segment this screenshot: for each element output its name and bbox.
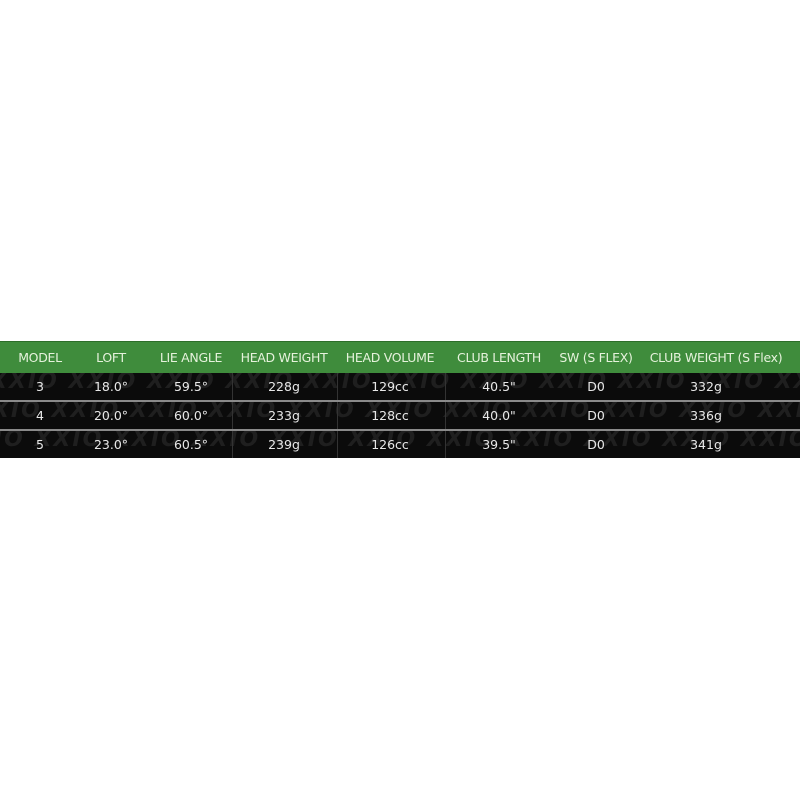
column-divider	[445, 402, 446, 429]
header-model: MODEL	[18, 350, 62, 365]
header-sw: SW (S FLEX)	[559, 350, 633, 365]
header-lie-angle: LIE ANGLE	[159, 350, 223, 365]
table-row: XXIO XXIO XXIO XXIO XXIO XXIO XXIO XXIO …	[0, 373, 800, 402]
header-head-volume: HEAD VOLUME	[345, 350, 435, 365]
header-club-weight: CLUB WEIGHT (S Flex)	[649, 350, 783, 365]
header-loft: LOFT	[96, 350, 126, 365]
spec-table: MODEL LOFT LIE ANGLE HEAD WEIGHT HEAD VO…	[0, 341, 800, 458]
column-divider	[445, 431, 446, 458]
cell-head-weight: 228g	[268, 379, 300, 394]
column-divider	[337, 431, 338, 458]
column-divider	[232, 373, 233, 400]
cell-head-volume: 128cc	[371, 408, 409, 423]
cell-head-weight: 233g	[268, 408, 300, 423]
cell-sw: D0	[587, 437, 605, 452]
cell-model: 3	[36, 379, 44, 394]
cell-head-volume: 126cc	[371, 437, 409, 452]
cell-loft: 20.0°	[93, 408, 129, 423]
cell-lie-angle: 60.5°	[173, 437, 209, 452]
cell-sw: D0	[587, 408, 605, 423]
cell-loft: 23.0°	[93, 437, 129, 452]
cell-club-length: 40.5"	[482, 379, 516, 394]
column-divider	[445, 373, 446, 400]
cell-club-weight: 332g	[690, 379, 722, 394]
cell-club-length: 40.0"	[482, 408, 516, 423]
cell-loft: 18.0°	[93, 379, 129, 394]
cell-head-volume: 129cc	[371, 379, 409, 394]
cell-lie-angle: 60.0°	[173, 408, 209, 423]
cell-club-length: 39.5"	[482, 437, 516, 452]
cell-sw: D0	[587, 379, 605, 394]
header-club-length: CLUB LENGTH	[457, 350, 541, 365]
column-divider	[337, 402, 338, 429]
cell-lie-angle: 59.5°	[173, 379, 209, 394]
table-row: XXIO XXIO XXIO XXIO XXIO XXIO XXIO XXIO …	[0, 402, 800, 431]
cell-club-weight: 341g	[690, 437, 722, 452]
column-divider	[232, 402, 233, 429]
cell-model: 5	[36, 437, 44, 452]
cell-club-weight: 336g	[690, 408, 722, 423]
header-head-weight: HEAD WEIGHT	[240, 350, 328, 365]
column-divider	[232, 431, 233, 458]
table-row: XXIO XXIO XXIO XXIO XXIO XXIO XXIO XXIO …	[0, 431, 800, 458]
table-header: MODEL LOFT LIE ANGLE HEAD WEIGHT HEAD VO…	[0, 341, 800, 373]
cell-head-weight: 239g	[268, 437, 300, 452]
column-divider	[337, 373, 338, 400]
cell-model: 4	[36, 408, 44, 423]
